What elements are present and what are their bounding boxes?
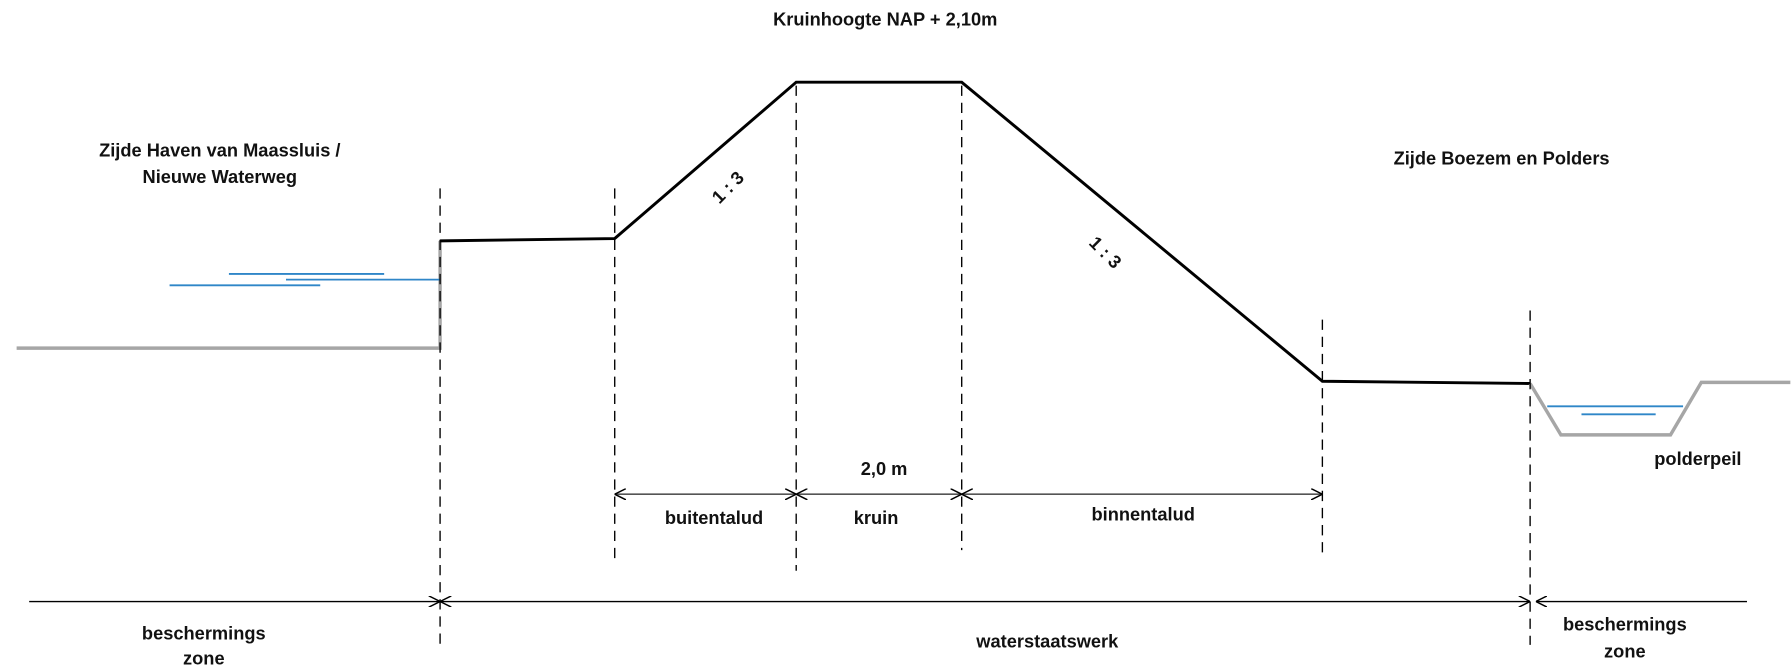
dimension-arrows xyxy=(29,494,1747,601)
guide-lines xyxy=(439,85,1531,645)
zone-label: beschermings xyxy=(142,622,266,643)
zone-label: zone xyxy=(1604,641,1646,662)
polder-label: polderpeil xyxy=(1654,448,1741,469)
profile xyxy=(16,80,1791,437)
side-label: Zijde Boezem en Polders xyxy=(1394,148,1610,169)
section-label: buitentalud xyxy=(665,507,763,528)
section-label: kruin xyxy=(854,507,899,528)
title: Kruinhoogte NAP + 2,10m xyxy=(773,8,997,29)
slope-label: 1 : 3 xyxy=(707,167,748,208)
dimension-label: 2,0 m xyxy=(861,458,908,479)
water-lines xyxy=(169,273,1684,416)
slope-label: 1 : 3 xyxy=(1085,232,1126,273)
zone-label: beschermings xyxy=(1563,613,1687,634)
section-label: binnentalud xyxy=(1091,504,1194,525)
zone-label: waterstaatswerk xyxy=(975,630,1119,651)
zone-label: zone xyxy=(183,648,225,669)
side-label: Zijde Haven van Maassluis / xyxy=(99,140,340,161)
side-label: Nieuwe Waterweg xyxy=(143,166,297,187)
